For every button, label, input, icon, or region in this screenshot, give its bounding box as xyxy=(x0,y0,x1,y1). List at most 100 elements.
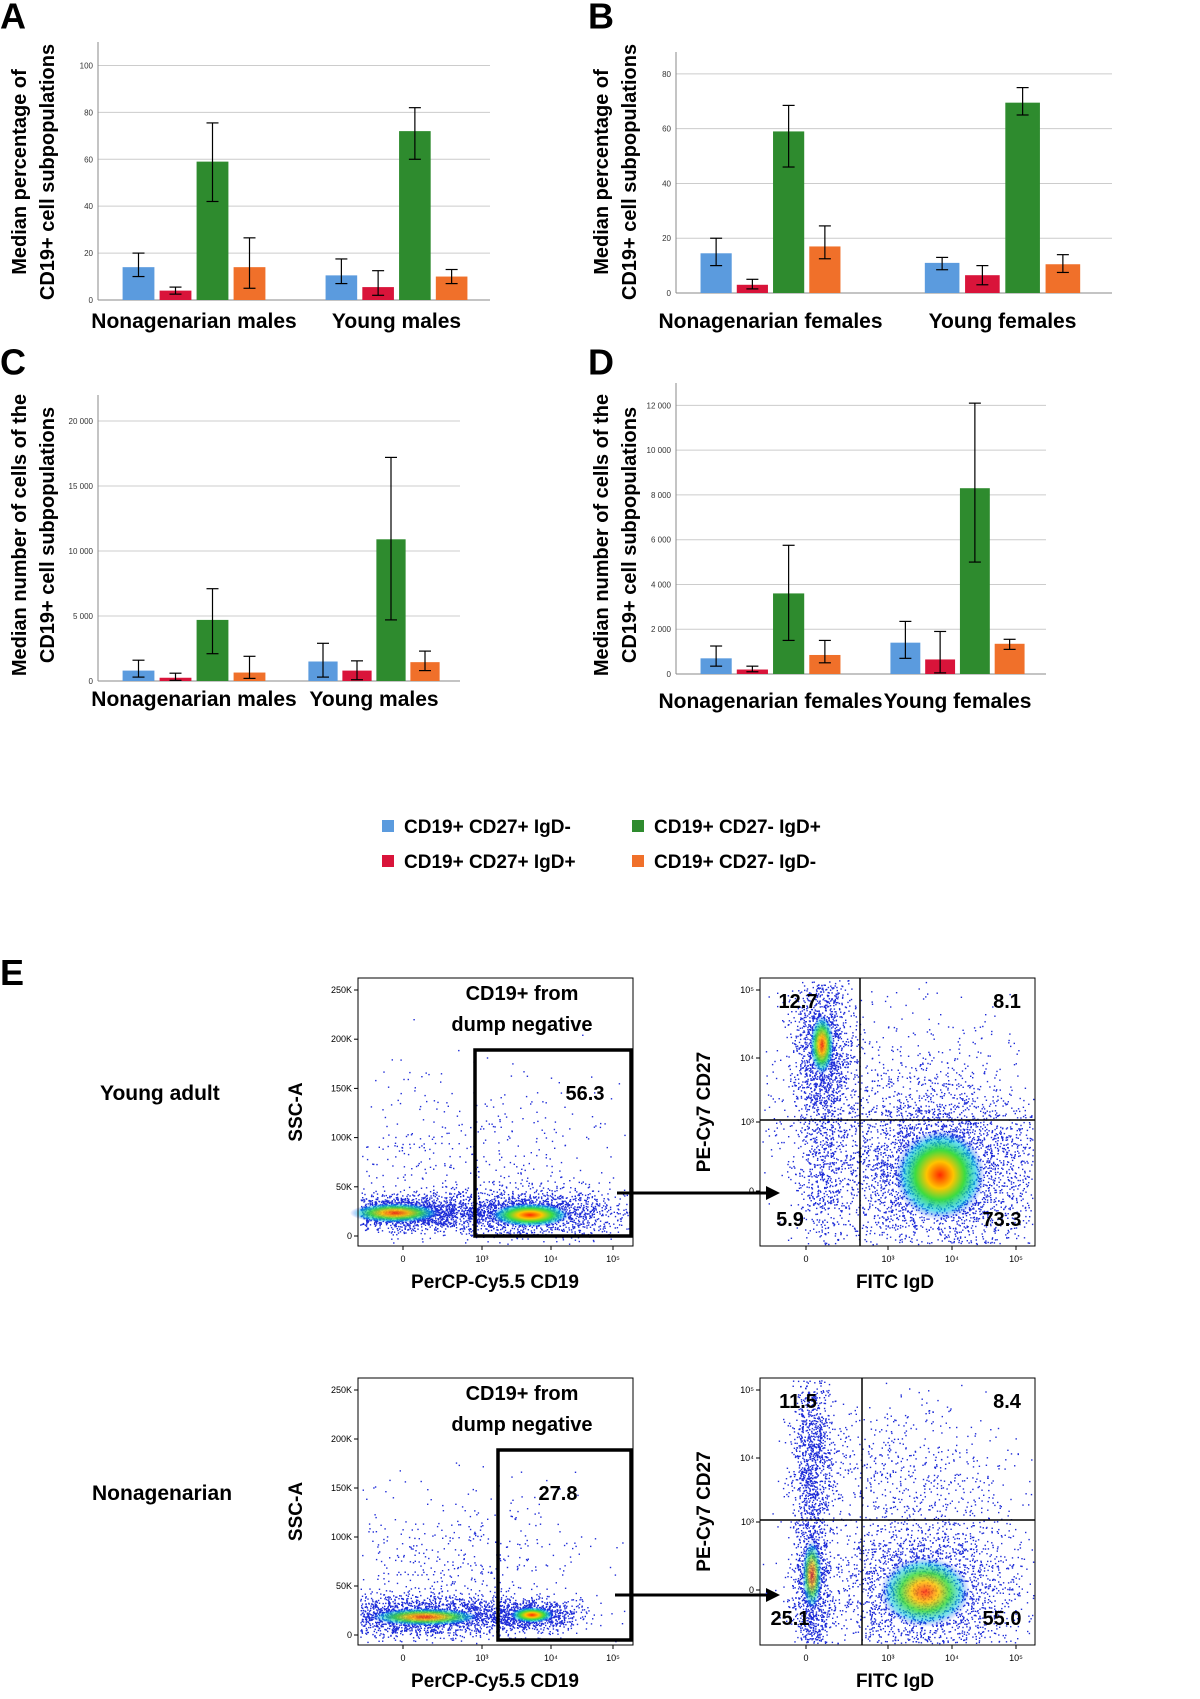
x-tick-label: 10⁴ xyxy=(945,1653,959,1663)
legend-label: CD19+ CD27- IgD+ xyxy=(654,817,821,838)
density-hotspot xyxy=(510,1607,554,1623)
y-tick-label: 250K xyxy=(331,1385,352,1395)
error-bar xyxy=(317,642,329,678)
y-tick-label: 0 xyxy=(667,289,672,298)
y-tick-label: 15 000 xyxy=(69,482,94,491)
y-tick-label: 80 xyxy=(84,108,93,117)
density-hotspot xyxy=(350,1203,440,1223)
gate-name: CD19+ from dump negative xyxy=(451,983,592,1036)
y-tick-label: 10⁵ xyxy=(740,985,754,995)
error-bar xyxy=(385,456,397,621)
error-bar xyxy=(169,286,182,295)
panel-letter: A xyxy=(0,0,26,36)
y-axis-title-line: CD19+ cell subpopulations xyxy=(619,407,641,663)
row-label: Young adult xyxy=(100,1082,220,1105)
y-axis-title-line: CD19+ cell subpopulations xyxy=(37,44,59,300)
y-tick-label: 200K xyxy=(331,1034,352,1044)
y-tick-label: 0 xyxy=(667,670,672,679)
category-label: Nonagenarian females xyxy=(658,310,882,333)
error-bar xyxy=(408,107,421,160)
x-tick-label: 0 xyxy=(400,1653,405,1663)
error-bar xyxy=(445,268,458,285)
legend: CD19+ CD27+ IgD- CD19+ CD27- IgD+ CD19+ CD… xyxy=(382,817,821,873)
x-tick-label: 10⁴ xyxy=(544,1254,558,1264)
y-tick-label: 250K xyxy=(331,985,352,995)
y-tick-label: 10⁴ xyxy=(740,1053,754,1063)
error-bar xyxy=(976,265,989,286)
y-axis-title-line: Median percentage of xyxy=(591,69,613,275)
cd27-vs-igd-plot: 11.5 8.4 25.1 55.0 10⁵ 10⁴ 10³ 0 0 10³ 10⁴ 10⁵ FITC … xyxy=(694,1377,1036,1692)
density-hotspot xyxy=(895,1130,985,1220)
density-hotspot xyxy=(810,1015,834,1075)
density-hotspot xyxy=(802,1540,822,1610)
y-tick-label: 80 xyxy=(662,70,671,79)
y-tick-label: 50K xyxy=(336,1182,352,1192)
error-bar xyxy=(746,278,759,290)
y-tick-label: 40 xyxy=(84,202,93,211)
error-bar xyxy=(243,237,256,289)
error-bar xyxy=(372,270,385,296)
error-bar xyxy=(335,258,348,285)
error-bar xyxy=(206,122,219,203)
y-tick-label: 200K xyxy=(331,1434,352,1444)
x-tick-label: 10⁵ xyxy=(606,1254,620,1264)
error-bar xyxy=(169,672,182,681)
quadrant-upper-right-pct: 8.4 xyxy=(993,1391,1022,1413)
quadrant-lower-right-pct: 55.0 xyxy=(983,1608,1022,1630)
plot-frame xyxy=(759,977,1036,1247)
y-tick-label: 0 xyxy=(89,677,94,686)
legend-label: CD19+ CD27- IgD- xyxy=(654,852,816,873)
quadrant-lower-left-pct: 25.1 xyxy=(771,1608,810,1630)
cd19-gate[interactable] xyxy=(496,1448,633,1642)
y-tick-label: 20 000 xyxy=(69,417,94,426)
gate-name-line: dump negative xyxy=(451,1414,592,1436)
y-axis-title: SSC-A xyxy=(286,1082,307,1141)
event-cloud xyxy=(789,1053,861,1246)
legend-item: CD19+ CD27+ IgD+ xyxy=(382,852,576,873)
error-bar xyxy=(710,237,723,267)
cd27-vs-igd-plot: 12.7 8.1 5.9 73.3 10⁵ 10⁴ 10³ 0 0 10³ 10⁴ 10⁵ FITC I… xyxy=(694,977,1036,1293)
y-tick-label: 0 xyxy=(347,1231,352,1241)
bar-cd19-cd27-igd--1 xyxy=(410,662,440,681)
x-tick-label: 10³ xyxy=(475,1653,488,1663)
y-tick-label: 10 000 xyxy=(69,547,94,556)
y-tick-label: 10⁴ xyxy=(740,1453,754,1463)
x-tick-label: 10⁴ xyxy=(945,1254,959,1264)
quadrant-upper-right-pct: 8.1 xyxy=(993,991,1021,1013)
y-axis-title: PE-Cy7 CD27 xyxy=(694,1451,715,1571)
flow-row-0: Young adult CD19+ from dump negative 56.3 25… xyxy=(100,977,1036,1293)
category-label: Nonagenarian males xyxy=(91,688,296,711)
y-axis-title: Median percentage of CD19+ cell subpopula… xyxy=(591,44,641,300)
cd19-gate[interactable] xyxy=(473,1048,633,1238)
error-bar xyxy=(968,402,981,563)
gate-name-line: CD19+ from xyxy=(466,983,579,1005)
plot-frame xyxy=(357,1377,634,1646)
category-label: Young males xyxy=(332,310,461,333)
y-tick-label: 0 xyxy=(749,1585,754,1595)
category-label: Young females xyxy=(929,310,1077,333)
gate-name: CD19+ from dump negative xyxy=(451,1383,592,1436)
legend-label: CD19+ CD27+ IgD- xyxy=(404,817,571,838)
error-bar xyxy=(710,645,723,667)
x-tick-label: 10⁵ xyxy=(1009,1254,1023,1264)
quadrant-upper-left-pct: 12.7 xyxy=(779,991,818,1013)
chart-panel-d: D 0 2 000 4 000 6 000 8 000 10 000 12 000 Median… xyxy=(588,341,1046,713)
arrow-head-icon xyxy=(766,1186,780,1200)
panel-letter: E xyxy=(0,952,24,993)
density-hotspot xyxy=(880,1557,970,1627)
error-bar xyxy=(206,588,219,655)
y-tick-label: 100 xyxy=(80,61,94,70)
y-tick-label: 50K xyxy=(336,1581,352,1591)
plot-frame xyxy=(357,977,634,1247)
bar-cd19-cd27-igd--0 xyxy=(809,654,841,674)
x-tick-label: 10³ xyxy=(881,1254,894,1264)
x-tick-label: 10⁵ xyxy=(606,1653,620,1663)
y-axis-title: Median percentage of CD19+ cell subpopula… xyxy=(9,44,59,300)
x-axis-title: PerCP-Cy5.5 CD19 xyxy=(411,1272,579,1293)
y-axis-title: Median number of cells of the CD19+ cell … xyxy=(591,394,641,676)
legend-swatch xyxy=(632,855,644,867)
event-cloud xyxy=(772,1380,1033,1604)
y-tick-label: 5 000 xyxy=(73,612,94,621)
error-bar xyxy=(782,104,795,168)
y-tick-label: 10³ xyxy=(741,1517,754,1527)
